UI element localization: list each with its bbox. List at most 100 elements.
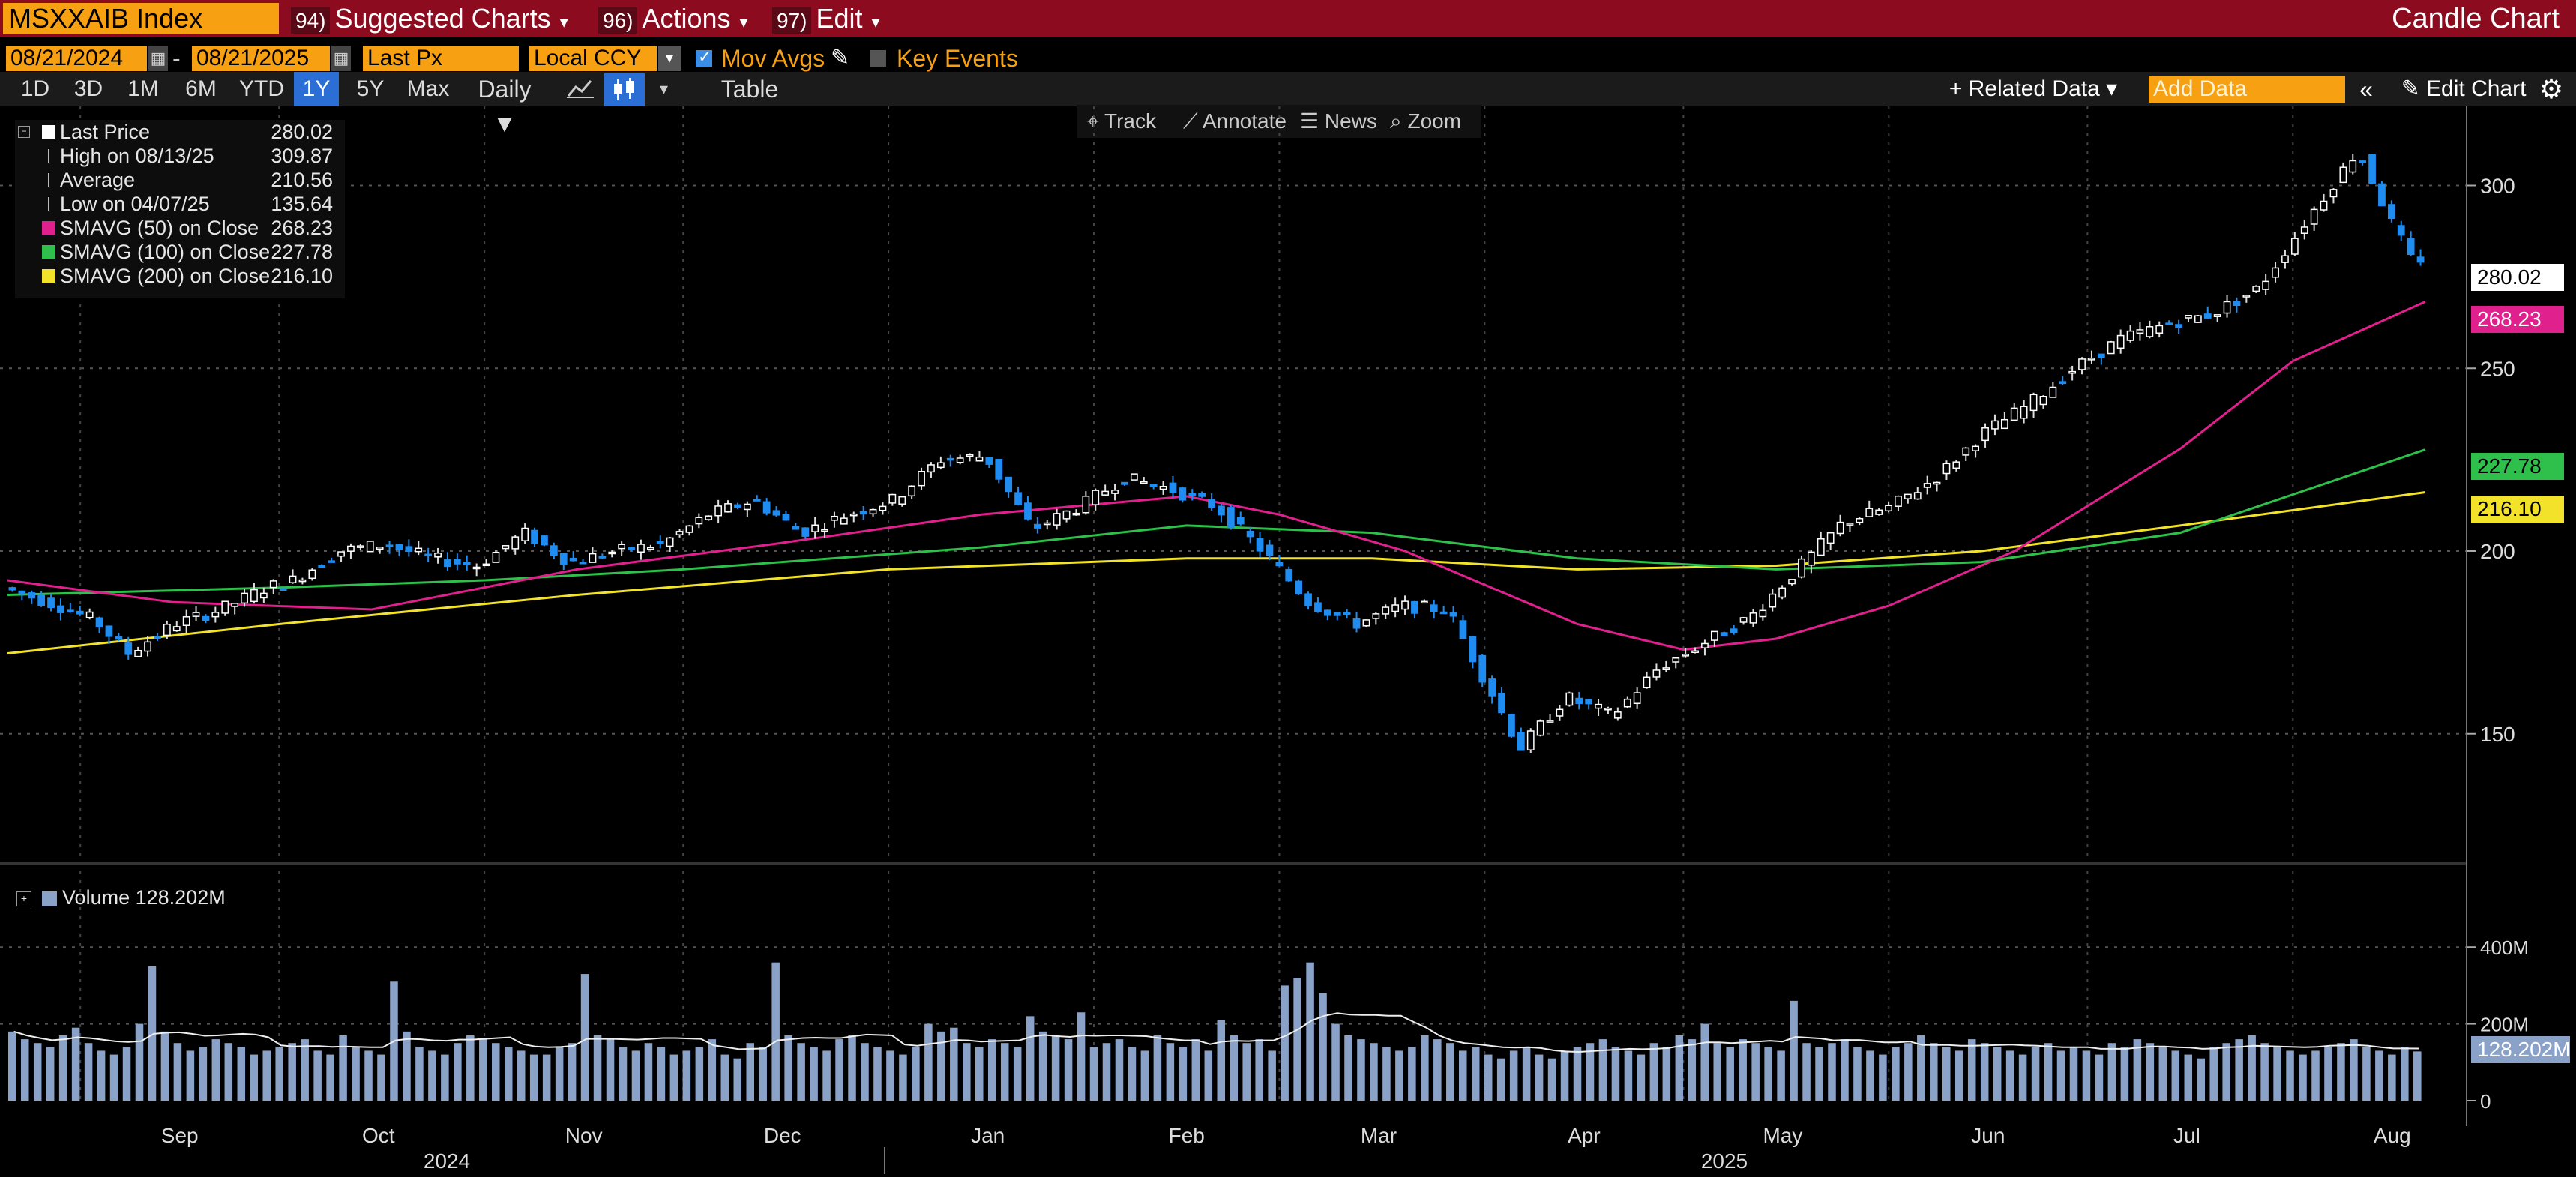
range-button-max[interactable]: Max: [406, 76, 450, 101]
candle-down: [1005, 476, 1013, 493]
range-button-1y[interactable]: 1Y: [294, 72, 339, 106]
volume-bar: [1459, 1050, 1467, 1101]
collapse-icon[interactable]: «: [2359, 76, 2373, 103]
volume-bar: [1535, 1054, 1544, 1101]
related-data-button[interactable]: + Related Data ▾: [1948, 76, 2118, 101]
range-button-5y[interactable]: 5Y: [356, 76, 385, 101]
candle-down: [859, 511, 867, 515]
caret-down-icon[interactable]: ▾: [660, 79, 669, 98]
legend-row: SMAVG (50) on Close 268.23: [15, 216, 345, 240]
candle-up: [1401, 600, 1409, 610]
legend-row: High on 08/13/25 309.87: [15, 144, 345, 168]
mov-avgs-label[interactable]: Mov Avgs: [721, 45, 825, 72]
candle-down: [2165, 322, 2173, 325]
chart-tools-bar: ⌖ Track ⟋ Annotate ☰ News ⌕ Zoom: [1077, 105, 1481, 138]
candle-up: [918, 470, 925, 487]
volume-bar: [1446, 1043, 1454, 1101]
volume-bar: [1509, 1050, 1518, 1101]
range-button-3d[interactable]: 3D: [73, 76, 103, 101]
candle-up: [1981, 427, 1989, 442]
candle-up: [2049, 386, 2057, 398]
volume-bar: [1421, 1035, 1429, 1101]
key-events-label[interactable]: Key Events: [897, 45, 1018, 72]
candle-up: [1682, 654, 1690, 657]
key-events-checkbox[interactable]: [870, 50, 886, 67]
candle-chart-icon[interactable]: [604, 73, 645, 106]
range-button-6m[interactable]: 6M: [185, 76, 217, 101]
settings-gear-icon[interactable]: ⚙: [2539, 73, 2564, 104]
collapse-box-icon[interactable]: +: [16, 891, 31, 906]
calendar-icon[interactable]: ▦: [331, 46, 351, 71]
volume-bar: [173, 1043, 182, 1101]
calendar-icon[interactable]: ▦: [148, 46, 168, 71]
range-button-1d[interactable]: 1D: [20, 76, 50, 101]
candle-down: [28, 592, 36, 599]
period-label: Daily: [478, 76, 532, 103]
candle-down: [37, 594, 46, 606]
volume-bar: [682, 1050, 691, 1101]
actions-menu[interactable]: 96) Actions ▾: [598, 0, 748, 37]
volume-bar: [275, 1047, 283, 1101]
line-chart-icon[interactable]: [558, 73, 603, 105]
candle-up: [869, 508, 877, 515]
volume-bar: [924, 1023, 933, 1101]
volume-bar: [1713, 1043, 1721, 1101]
edit-menu[interactable]: 97) Edit ▾: [772, 0, 880, 37]
volume-bar: [2337, 1043, 2345, 1101]
candle-up: [646, 547, 654, 550]
candle-up: [1952, 461, 1960, 469]
candle-down: [2368, 154, 2376, 184]
price-chart[interactable]: 300 250 200 150 400M 200M 0 Sep Oct Nov Dec Jan Feb M…: [0, 106, 2576, 1177]
legend-swatch-icon: [42, 245, 55, 259]
volume-bar: [1102, 1043, 1111, 1101]
table-button[interactable]: Table: [720, 76, 779, 103]
collapse-box-icon[interactable]: −: [18, 126, 30, 138]
candle-up: [2000, 418, 2008, 430]
suggested-charts-menu[interactable]: 94) Suggested Charts ▾: [291, 0, 568, 37]
candle-up: [298, 579, 307, 583]
candle-down: [762, 501, 771, 514]
field-select[interactable]: Last Px: [363, 46, 519, 71]
legend-low-tick-icon: [48, 197, 51, 211]
edit-chart-button[interactable]: ✎ Edit Chart: [2401, 76, 2527, 101]
volume-tick-label: 400M: [2480, 936, 2529, 959]
period-select[interactable]: Daily ▼: [478, 76, 532, 137]
pencil-icon[interactable]: ✎: [831, 46, 850, 70]
caret-down-icon[interactable]: ▾: [658, 46, 681, 71]
end-date-input[interactable]: 08/21/2025: [192, 46, 330, 71]
annotate-tool[interactable]: ⟋ Annotate: [1183, 105, 1287, 138]
ticker-input[interactable]: MSXXAIB Index: [3, 3, 279, 34]
candle-down: [2059, 381, 2067, 385]
volume-bar: [403, 1031, 411, 1101]
month-label: Sep: [161, 1124, 199, 1147]
candle-up: [134, 649, 142, 657]
add-data-input[interactable]: Add Data: [2149, 76, 2345, 103]
volume-bar: [415, 1047, 424, 1101]
candle-down: [105, 625, 113, 637]
edit-chart-label: Edit Chart: [2426, 76, 2527, 101]
candle-down: [1275, 562, 1284, 567]
mov-avgs-checkbox[interactable]: ✓: [696, 47, 712, 67]
top-menu-bar: [0, 0, 2576, 37]
candle-up: [1643, 676, 1651, 689]
zoom-tool[interactable]: ⌕ Zoom: [1390, 105, 1461, 138]
candle-up: [1942, 463, 1951, 475]
currency-select[interactable]: Local CCY: [529, 46, 657, 71]
volume-bar: [186, 1050, 195, 1101]
candle-down: [2416, 256, 2425, 263]
start-date-input[interactable]: 08/21/2024: [6, 46, 147, 71]
volume-bar: [1598, 1039, 1607, 1101]
range-button-ytd[interactable]: YTD: [239, 76, 284, 101]
candle-down: [1449, 612, 1457, 617]
track-tool[interactable]: ⌖ Track: [1087, 105, 1156, 138]
range-button-1m[interactable]: 1M: [127, 76, 159, 101]
candle-down: [531, 529, 538, 544]
candle-down: [598, 556, 607, 559]
caret-down-icon: ▾: [559, 13, 568, 31]
news-tool[interactable]: ☰ News: [1300, 105, 1377, 138]
volume-bar: [199, 1047, 208, 1101]
volume-bar: [1777, 1050, 1785, 1101]
candle-down: [579, 562, 587, 565]
candle-up: [356, 545, 364, 548]
volume-bar: [1954, 1050, 1963, 1101]
